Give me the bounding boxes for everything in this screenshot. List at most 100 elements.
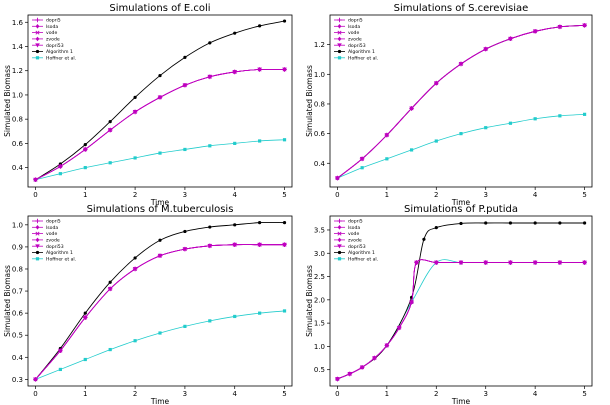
series-lsoda [335,259,587,382]
y-tick-label: 3.5 [314,226,325,234]
legend-label-hoffner-et-al: Hoffner et al. [46,55,76,61]
legend-marker-algorithm-1 [35,250,40,255]
x-tick-label: 2 [434,390,438,398]
data-point-algorithm-1 [533,221,537,225]
x-tick-label: 3 [183,390,187,398]
data-point-dopri53 [33,177,38,183]
data-point-dopri53 [359,156,365,162]
series-line-dopri5 [337,259,585,380]
series-line-hoffner-et-al [337,113,585,179]
data-point-dopri53 [132,267,138,272]
data-point-dopri53 [182,83,188,88]
x-tick-label: 4 [533,191,538,199]
data-point-dopri53 [409,106,414,111]
data-point-algorithm-1 [208,41,212,45]
data-point-dopri53 [508,260,513,265]
legend-marker-zvode [337,36,342,42]
legend-marker-hoffner-et-al [35,257,40,261]
data-point-algorithm-1 [83,143,87,147]
x-tick-label: 2 [133,191,137,199]
data-point-dopri53 [384,343,390,348]
series-line-zvode [337,259,585,380]
data-point-dopri53 [458,260,464,265]
y-tick-label: 2.5 [314,273,325,281]
data-point-dopri53 [532,29,538,34]
data-point-hoffner-et-al [258,311,262,315]
data-point-algorithm-1 [258,24,262,28]
data-point-hoffner-et-al [208,144,212,148]
y-tick-label: 3.0 [314,250,325,258]
y-tick-label: 0.5 [314,366,325,374]
plot-frame [329,14,593,188]
chart-panel-simulations-of-s-cerevisiae: Simulations of S.cerevisiae 0 1 2 3 4 5 0.4 0.6 0… [305,3,593,207]
legend-marker-algorithm-1 [35,49,40,54]
legend-label-dopri5: dopri5 [46,219,61,225]
data-point-hoffner-et-al [434,139,438,143]
plot-frame [27,215,293,387]
series-dopri53 [335,259,587,382]
data-point-algorithm-1 [434,226,438,230]
data-point-hoffner-et-al [533,117,537,121]
chart-title: Simulations of E.coli [109,3,210,14]
legend-label-dopri53: dopri53 [46,43,64,49]
data-point-dopri53 [33,377,38,382]
series-lsoda [33,67,287,183]
legend-marker-hoffner-et-al [337,257,342,261]
data-point-dopri53 [257,242,262,248]
data-point-dopri53 [232,242,238,248]
series-dopri53 [33,242,287,382]
legend-marker-vode [337,30,342,35]
data-point-dopri53 [396,325,402,331]
data-point-dopri53 [483,260,489,265]
chart-title: Simulations of M.tuberculosis [87,204,234,215]
x-tick-label: 0 [335,390,339,398]
data-point-hoffner-et-al [258,139,262,143]
y-tick-label: 0.8 [12,116,23,124]
series-dopri5 [335,259,587,382]
data-point-algorithm-1 [108,119,112,124]
series-hoffner-et-al [33,309,287,381]
series-algorithm-1 [335,23,587,180]
x-axis-label: Time [451,397,471,405]
x-tick-label: 3 [183,191,187,199]
legend-marker-lsoda [35,225,40,230]
chart-title: Simulations of S.cerevisiae [394,3,529,14]
series-line-vode [337,259,585,380]
data-point-hoffner-et-al [360,166,364,170]
series-line-dopri5 [35,244,285,380]
y-axis-label: Simulated Biomass [305,65,314,137]
series-line-vode [35,244,285,380]
data-point-dopri53 [132,110,138,115]
x-axis-label: Time [150,397,170,405]
data-point-dopri53 [433,260,439,265]
series-zvode [335,259,587,382]
data-point-dopri53 [414,260,419,265]
legend-marker-hoffner-et-al [35,56,40,60]
data-point-hoffner-et-al [133,339,137,343]
y-tick-label: 0.4 [12,354,24,362]
legend-label-dopri53: dopri53 [348,43,366,49]
data-point-algorithm-1 [422,237,426,241]
data-point-hoffner-et-al [282,138,287,142]
data-point-hoffner-et-al [133,156,137,160]
legend-label-dopri53: dopri53 [348,244,366,250]
x-tick-label: 1 [83,191,87,199]
legend-marker-dopri53 [337,43,342,48]
data-point-dopri53 [409,300,414,305]
x-tick-label: 5 [282,390,286,398]
data-point-algorithm-1 [459,221,463,226]
series-line-dopri53 [337,24,585,179]
legend-label-lsoda: lsoda [46,24,58,30]
legend-label-lsoda: lsoda [46,225,58,231]
x-tick-label: 4 [232,390,237,398]
data-point-algorithm-1 [183,229,187,234]
data-point-hoffner-et-al [58,367,62,372]
data-point-hoffner-et-al [484,126,488,130]
data-point-dopri53 [232,70,238,75]
legend-marker-lsoda [337,225,342,230]
data-point-dopri53 [384,133,390,138]
legend-label-dopri53: dopri53 [46,244,64,250]
legend-label-zvode: zvode [348,37,362,43]
data-point-dopri53 [483,47,489,52]
